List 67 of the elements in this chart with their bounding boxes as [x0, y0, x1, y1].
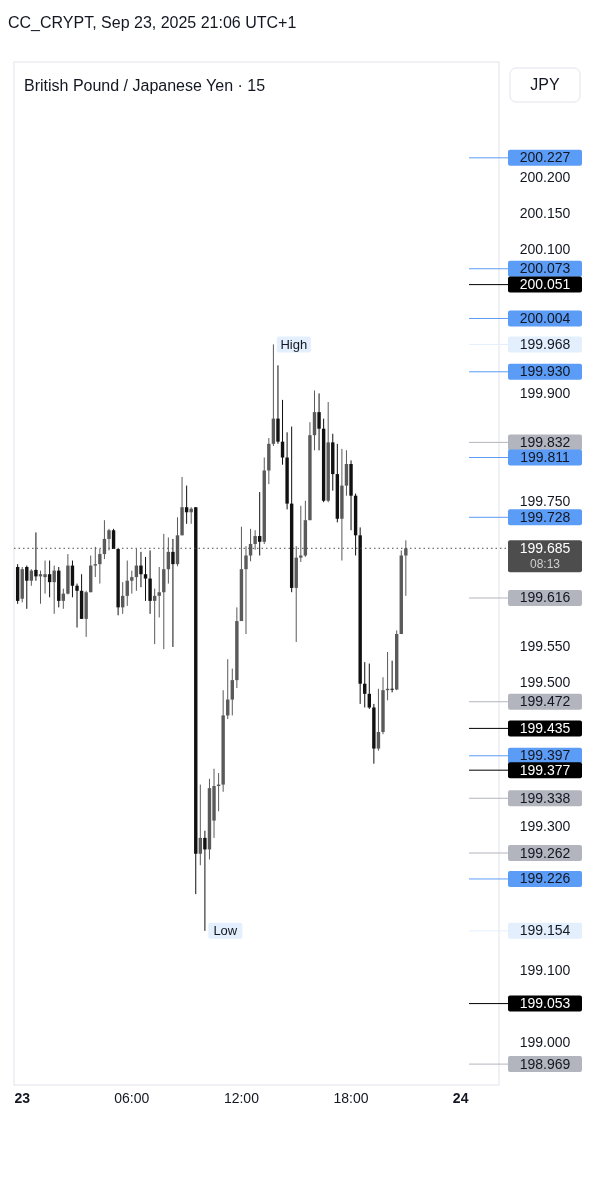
- candlestick: [93, 546, 97, 578]
- candlestick: [143, 556, 148, 602]
- candlestick: [390, 660, 394, 693]
- candlestick: [52, 565, 56, 615]
- candlestick: [98, 548, 102, 585]
- x-tick-label: 06:00: [114, 1090, 150, 1106]
- ref-line-label: 200.073: [519, 260, 571, 277]
- candlestick: [157, 566, 161, 618]
- y-tick-label: 199.750: [519, 493, 571, 510]
- x-tick-label: 23: [14, 1090, 31, 1106]
- y-tick-label: 199.100: [519, 961, 571, 978]
- y-tick-label: 199.300: [519, 817, 571, 834]
- ref-line-label: 199.685: [519, 539, 571, 556]
- candlestick: [148, 549, 152, 615]
- candlestick: [107, 528, 111, 551]
- ref-line-label: 199.728: [519, 508, 571, 525]
- ref-line-label: 199.226: [519, 870, 571, 887]
- ref-line-label: 200.051: [519, 276, 571, 293]
- candlestick: [299, 505, 303, 563]
- candlestick: [244, 545, 248, 635]
- ref-line-label: 199.616: [519, 589, 571, 606]
- ref-line-label: 200.227: [519, 149, 571, 166]
- chart-subtitle: CC_CRYPT, Sep 23, 2025 21:06 UTC+1: [8, 14, 297, 32]
- candlestick: [130, 570, 134, 595]
- candlestick: [171, 538, 175, 648]
- ref-line-label: 199.968: [519, 335, 571, 352]
- y-tick-label: 199.900: [519, 385, 571, 402]
- ref-line-label: 199.930: [519, 363, 571, 380]
- ref-line-label: 199.338: [519, 789, 571, 806]
- ref-line-label: 200.004: [519, 309, 571, 326]
- ref-line-label: 199.053: [519, 995, 571, 1012]
- candlestick: [34, 531, 38, 582]
- candlestick: [203, 830, 207, 932]
- candlestick: [75, 583, 79, 629]
- y-tick-label: 199.550: [519, 637, 571, 654]
- ref-line-label: 198.969: [519, 1055, 571, 1072]
- annotation: Low: [213, 923, 238, 939]
- candlestick: [404, 539, 408, 597]
- y-axis-title: JPY: [530, 76, 560, 93]
- candlestick: [253, 529, 257, 551]
- ref-line-label: 199.377: [519, 761, 571, 778]
- ref-line-label: 199.472: [519, 693, 571, 710]
- candlestick: [139, 551, 143, 588]
- y-tick-label: 199.000: [519, 1033, 571, 1050]
- ref-line-label: 199.811: [520, 449, 570, 466]
- y-tick-label: 200.200: [519, 169, 571, 186]
- y-tick-label: 199.500: [519, 673, 571, 690]
- ref-line-label: 199.154: [519, 922, 571, 939]
- x-tick-label: 24: [452, 1090, 469, 1106]
- candlestick: [230, 668, 234, 716]
- text: 08:13: [529, 557, 561, 572]
- ref-line-label: 199.262: [519, 844, 571, 861]
- ref-line-label: 199.435: [519, 719, 571, 736]
- y-tick-label: 200.150: [519, 205, 571, 222]
- text: British Pound / Japanese Yen · 15: [24, 77, 266, 94]
- ref-line-label: 199.832: [519, 433, 571, 450]
- candlestick: [43, 560, 47, 595]
- x-tick-label: 12:00: [223, 1090, 260, 1106]
- annotation: High: [280, 336, 308, 352]
- candlestick: [276, 364, 280, 445]
- candlestick: [317, 392, 321, 451]
- candlestick: [258, 491, 262, 556]
- candlestick: [376, 688, 381, 752]
- ref-line-label: 199.397: [519, 747, 571, 764]
- y-tick-label: 200.100: [519, 241, 571, 258]
- x-tick-label: 18:00: [333, 1090, 369, 1106]
- candlestick: [344, 449, 349, 497]
